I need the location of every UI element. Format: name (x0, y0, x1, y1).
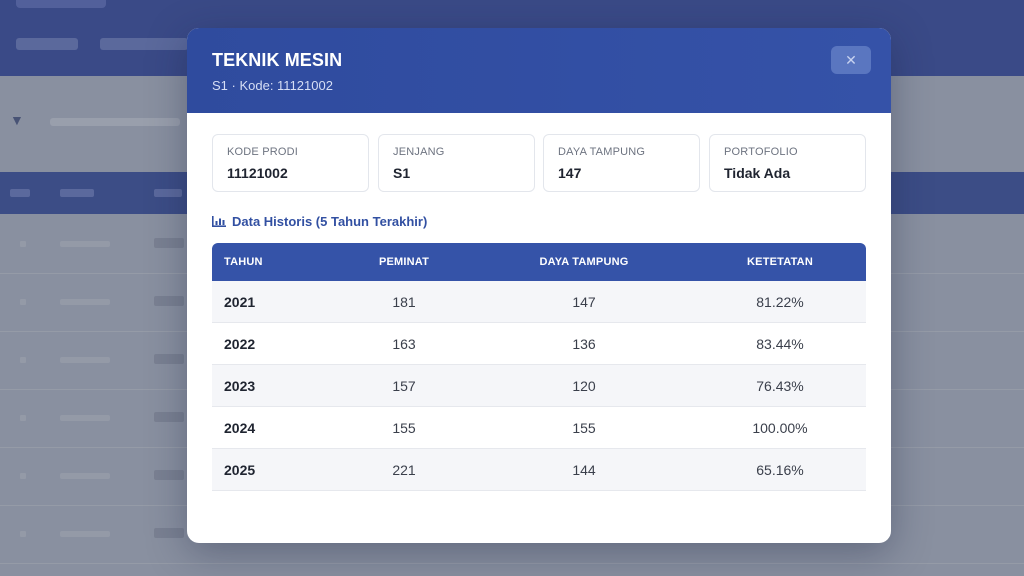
close-button[interactable]: ✕ (831, 46, 871, 74)
history-table-header: TAHUN PEMINAT DAYA TAMPUNG KETETATAN (212, 243, 866, 281)
history-title-text: Data Historis (5 Tahun Terakhir) (232, 214, 428, 229)
column-header-keketatan[interactable]: KETETATAN (747, 256, 813, 268)
background-filter-text (50, 118, 180, 126)
table-row: 2025 221 144 65.16% (212, 449, 866, 491)
cell-tahun: 2025 (224, 462, 256, 478)
table-row: 2021 181 147 81.22% (212, 281, 866, 323)
info-card-value: 11121002 (227, 165, 288, 181)
cell-keketatan: 81.22% (756, 294, 804, 310)
info-card-daya-tampung: DAYA TAMPUNG 147 (543, 134, 700, 192)
info-card-label: PORTOFOLIO (724, 146, 798, 158)
info-card-portofolio: PORTOFOLIO Tidak Ada (709, 134, 866, 192)
table-row: 2024 155 155 100.00% (212, 407, 866, 449)
modal-title: TEKNIK MESIN (212, 50, 343, 70)
cell-tahun: 2021 (224, 294, 256, 310)
table-row: 2022 163 136 83.44% (212, 323, 866, 365)
cell-keketatan: 65.16% (756, 462, 804, 478)
cell-keketatan: 76.43% (756, 378, 804, 394)
filter-icon: ▼ (10, 112, 24, 128)
cell-keketatan: 100.00% (752, 420, 808, 436)
cell-tahun: 2022 (224, 336, 256, 352)
info-card-value: 147 (558, 165, 582, 181)
cell-daya-tampung: 147 (572, 294, 596, 310)
column-header-tahun[interactable]: TAHUN (224, 256, 263, 268)
column-header-daya-tampung[interactable]: DAYA TAMPUNG (539, 256, 629, 268)
info-card-label: KODE PRODI (227, 146, 299, 158)
background-nav-item (100, 38, 188, 50)
info-card-jenjang: JENJANG S1 (378, 134, 535, 192)
info-card-label: DAYA TAMPUNG (558, 146, 646, 158)
cell-tahun: 2024 (224, 420, 256, 436)
cell-daya-tampung: 144 (572, 462, 596, 478)
modal-header: TEKNIK MESIN S1 · Kode: 11121002 ✕ (187, 28, 891, 113)
info-cards: KODE PRODI 11121002 JENJANG S1 DAYA TAMP… (212, 134, 866, 192)
cell-daya-tampung: 136 (572, 336, 596, 352)
cell-peminat: 181 (392, 294, 416, 310)
info-card-kode-prodi: KODE PRODI 11121002 (212, 134, 369, 192)
table-row: 2023 157 120 76.43% (212, 365, 866, 407)
cell-peminat: 221 (392, 462, 416, 478)
info-card-value: Tidak Ada (724, 165, 791, 181)
cell-peminat: 163 (392, 336, 416, 352)
close-icon: ✕ (845, 52, 857, 68)
info-card-label: JENJANG (393, 146, 445, 158)
history-section-title: Data Historis (5 Tahun Terakhir) (212, 214, 427, 229)
modal-subtitle: S1 · Kode: 11121002 (212, 78, 333, 93)
cell-daya-tampung: 120 (572, 378, 596, 394)
history-table: TAHUN PEMINAT DAYA TAMPUNG KETETATAN 202… (212, 243, 866, 491)
info-card-value: S1 (393, 165, 411, 181)
cell-daya-tampung: 155 (572, 420, 596, 436)
bar-chart-icon (212, 216, 226, 227)
background-nav-item (16, 38, 78, 50)
cell-peminat: 155 (392, 420, 416, 436)
background-table-row (0, 506, 1024, 564)
column-header-peminat[interactable]: PEMINAT (378, 256, 430, 268)
program-detail-modal: TEKNIK MESIN S1 · Kode: 11121002 ✕ KODE … (187, 28, 891, 543)
background-brand (16, 0, 106, 8)
cell-tahun: 2023 (224, 378, 256, 394)
cell-peminat: 157 (392, 378, 416, 394)
cell-keketatan: 83.44% (756, 336, 804, 352)
